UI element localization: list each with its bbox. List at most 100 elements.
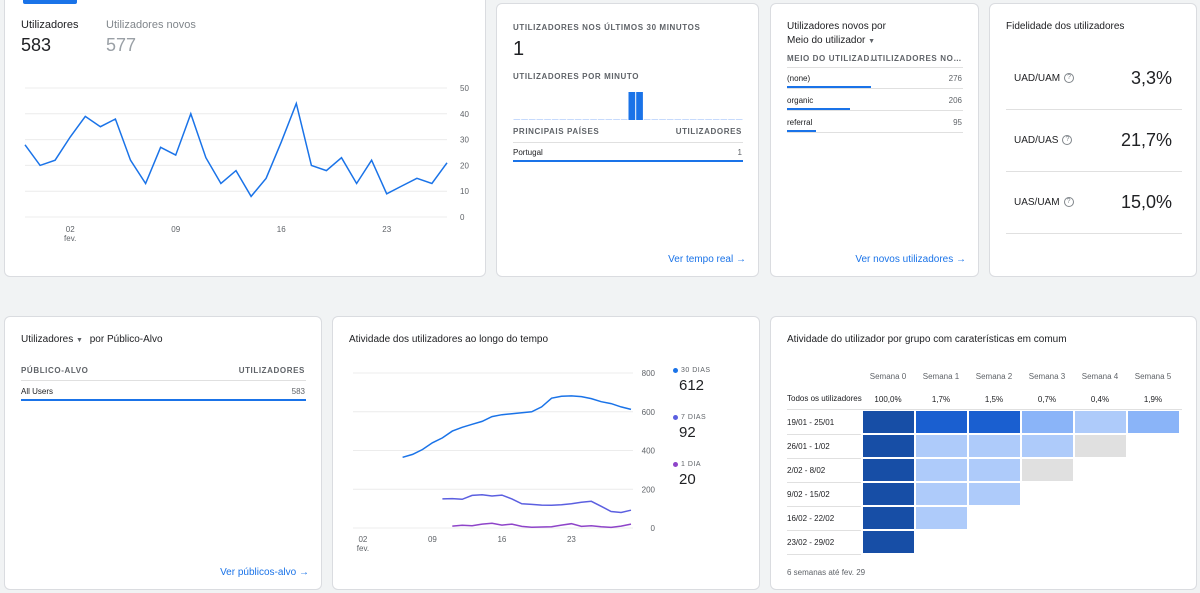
country-row-value: 1 [737,148,742,157]
y-tick-label: 400 [642,447,656,456]
cohort-cell[interactable] [1022,459,1073,481]
legend-label: 30 DIAS [673,367,711,374]
cohort-cell[interactable] [969,459,1020,481]
row-divider [787,482,861,483]
col-users: UTILIZADORES [238,366,305,375]
help-icon[interactable]: ? [1064,73,1075,84]
cohort-cell[interactable] [863,459,914,481]
legend-text: 7 DIAS [681,414,707,421]
y-tick-label: 30 [460,136,469,145]
cohort-cell[interactable] [1075,435,1126,457]
tab-users-value[interactable]: 583 [21,35,52,55]
users-overview-card: Utilizadores 583 Utilizadores novos 577 … [4,0,486,277]
row-divider [787,132,963,133]
audience-card: Utilizadores ▼ por Público-Alvo PÚBLICO-… [4,316,322,590]
y-tick-label: 0 [651,524,656,533]
cohort-cell[interactable] [916,411,967,433]
minute-bar [613,119,620,120]
help-icon[interactable]: ? [1062,135,1073,146]
row-divider [1006,233,1182,234]
minute-bar [712,119,720,120]
realtime-link[interactable]: Ver tempo real → [668,254,746,265]
cohort-cell[interactable] [916,507,967,529]
active-tab-indicator [23,0,77,4]
col-audience: PÚBLICO-ALVO [21,366,89,375]
medium-row-bar [787,130,816,132]
legend-text: 30 DIAS [681,367,711,374]
medium-row-value: 206 [948,96,962,105]
metric-name: UAS/UAM [1014,197,1060,208]
medium-row-name: (none) [787,74,811,83]
help-icon[interactable]: ? [1063,197,1074,208]
legend-dot-icon [673,461,678,467]
metric-name: UAD/UAS [1014,135,1059,146]
cohort-cell[interactable] [916,483,967,505]
cohort-cell[interactable] [969,411,1020,433]
tab-new-users-label[interactable]: Utilizadores novos [106,19,196,31]
metric-name: UAD/UAM [1014,73,1061,84]
cohort-cell[interactable] [969,483,1020,505]
cohort-cell[interactable] [916,435,967,457]
x-tick-label: 16 [277,225,286,234]
cohort-cell[interactable] [1022,411,1073,433]
cohort-cell[interactable] [863,531,914,553]
col-medium: MEIO DO UTILIZAD… [787,54,879,63]
y-tick-label: 20 [460,161,469,170]
minute-bar [689,119,697,120]
cohort-cell[interactable] [1075,411,1126,433]
cohort-cell[interactable] [863,435,914,457]
minute-bar [735,119,743,120]
dimension-selector[interactable]: Meio do utilizador [787,35,866,46]
audience-link-text[interactable]: Ver públicos-alvo [220,567,297,578]
row-divider [787,409,1182,410]
minute-bar [651,119,659,120]
new-users-title-2[interactable]: Meio do utilizador ▼ [787,35,875,46]
col-users: UTILIZADORES [675,127,742,136]
x-tick-label: 16 [497,535,506,544]
cohort-cell[interactable] [1022,435,1073,457]
cohort-cell[interactable] [916,459,967,481]
minute-bar [697,119,705,120]
cohort-week-header: Semana 0 [869,372,907,381]
metric-selector[interactable]: Utilizadores [21,334,74,345]
legend-value: 612 [679,377,705,394]
minute-bar [597,119,605,120]
arrow-right-icon: → [736,254,746,265]
minute-bar [605,119,613,120]
minute-bar [659,119,666,120]
realtime-title: UTILIZADORES NOS ÚLTIMOS 30 MINUTOS [513,23,701,32]
minute-bar [666,119,674,120]
tab-users-label[interactable]: Utilizadores [21,19,79,31]
audience-link[interactable]: Ver públicos-alvo → [220,567,309,578]
cohort-cell[interactable] [1128,411,1179,433]
minute-bar [536,119,544,120]
minute-bar [544,119,551,120]
per-minute-label: UTILIZADORES POR MINUTO [513,72,640,81]
new-users-link[interactable]: Ver novos utilizadores → [855,254,966,265]
minute-bar [628,92,636,120]
arrow-right-icon: → [956,254,966,265]
legend-label: 1 DIA [673,461,701,468]
minute-bar [674,119,682,120]
x-tick-label: 23 [567,535,576,544]
y-tick-label: 10 [460,187,469,196]
cohort-cell[interactable] [969,435,1020,457]
cohort-week-header: Semana 3 [1028,372,1066,381]
new-users-link-text[interactable]: Ver novos utilizadores [855,254,954,265]
cohort-week-header: Semana 4 [1081,372,1119,381]
cohort-all-label: Todos os utilizadores [787,394,862,403]
country-row-bar [513,160,743,162]
audience-title: Utilizadores ▼ por Público-Alvo [21,334,163,345]
medium-row-value: 95 [953,118,962,127]
minute-bar [636,92,643,120]
cohort-cell[interactable] [863,507,914,529]
tab-new-users-value[interactable]: 577 [106,35,137,55]
x-tick-label: 23 [382,225,391,234]
minute-bar [574,119,582,120]
medium-row-bar [787,86,871,88]
cohort-cell[interactable] [863,483,914,505]
legend-dot-icon [673,367,678,373]
cohort-cell[interactable] [863,411,914,433]
minute-bar [620,119,628,120]
realtime-link-text[interactable]: Ver tempo real [668,254,734,265]
